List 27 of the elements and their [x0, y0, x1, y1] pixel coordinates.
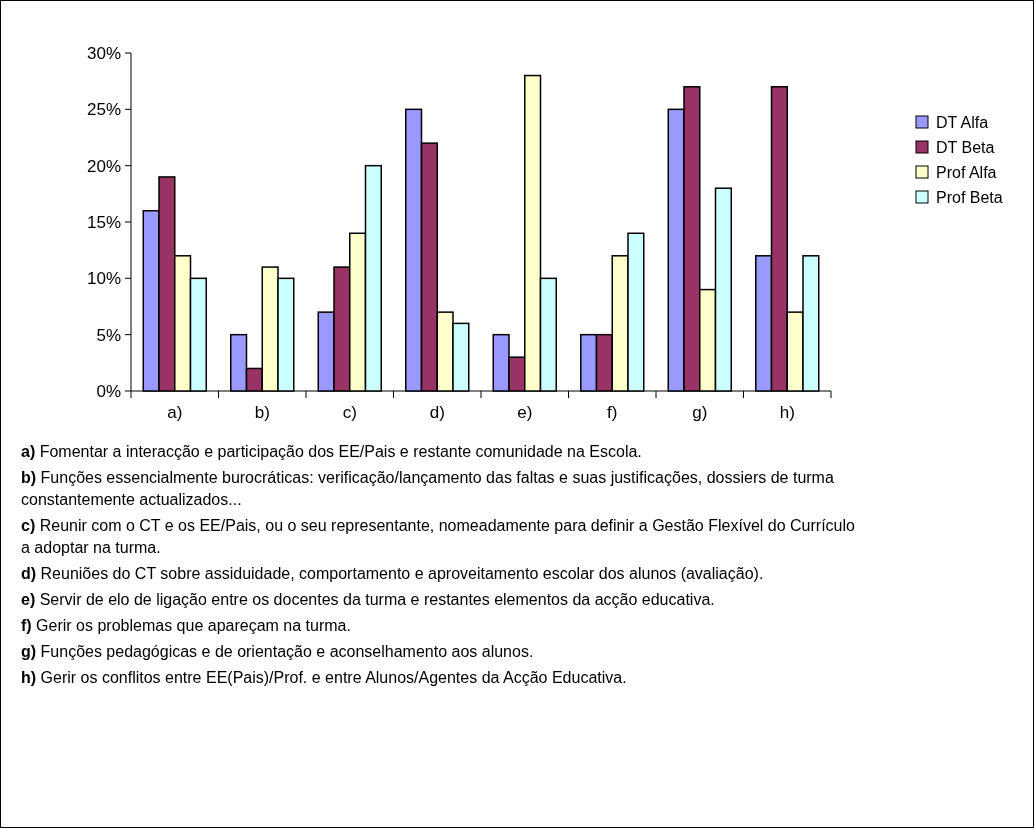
- y-tick-label: 15%: [86, 212, 121, 232]
- x-tick-label: b): [254, 403, 270, 422]
- text: h) Gerir os conflitos entre EE(Pais)/Prof. e entre Alunos/Agentes da Acção Educativa.: [21, 668, 628, 688]
- legend-label: Prof Alfa: [936, 163, 997, 181]
- y-tick-label: 20%: [86, 156, 121, 176]
- text: e) Servir de elo de ligação entre os docentes da turma e restantes elementos da acção educativa.: [21, 590, 716, 610]
- x-tick-label: a): [167, 403, 183, 422]
- y-tick-label: 25%: [86, 100, 121, 120]
- legend-label: Prof Beta: [936, 188, 1003, 206]
- y-tick-label: 30%: [86, 43, 121, 63]
- text: b) Funções essencialmente burocráticas: verificação/lançamento das faltas e suas justificações, dossiers de turma constantemente actualizados...: [21, 468, 835, 510]
- legend-label: DT Beta: [936, 138, 995, 156]
- x-tick-label: h): [779, 403, 795, 422]
- text: d) Reuniões do CT sobre assiduidade, comportamento e aproveitamento escolar dos alunos (avaliação).: [21, 564, 765, 584]
- y-tick-label: 5%: [96, 325, 121, 345]
- x-tick-label: f): [607, 403, 618, 422]
- text: f) Gerir os problemas que apareçam na turma.: [21, 616, 352, 636]
- y-tick-label: 10%: [86, 269, 121, 289]
- y-tick-label: 0%: [96, 381, 121, 401]
- text: a) Fomentar a interacção e participação dos EE/Pais e restante comunidade na Escola.: [21, 442, 643, 462]
- x-tick-label: c): [342, 403, 357, 422]
- x-tick-label: e): [517, 403, 533, 422]
- text: c) Reunir com o CT e os EE/Pais, ou o seu representante, nomeadamente para definir a Gestão Flexível do Currículo a adoptar na turma.: [21, 516, 856, 558]
- x-tick-label: g): [692, 403, 708, 422]
- legend-label: DT Alfa: [936, 113, 989, 131]
- text: g) Funções pedagógicas e de orientação e aconselhamento aos alunos.: [21, 642, 535, 662]
- x-tick-label: d): [429, 403, 445, 422]
